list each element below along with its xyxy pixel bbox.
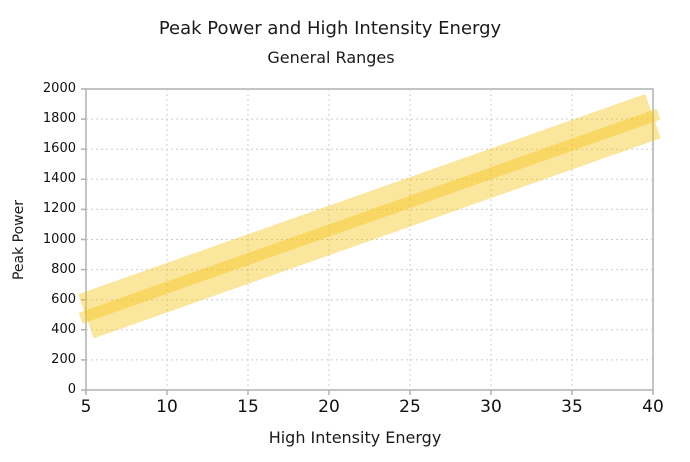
y-tick-label: 1200 <box>42 201 76 217</box>
x-tick-label: 20 <box>318 397 340 417</box>
y-tick-label: 200 <box>51 351 76 367</box>
y-tick-label: 600 <box>51 291 76 307</box>
y-tick-label: 1400 <box>42 171 76 187</box>
x-axis-label: High Intensity Energy <box>268 428 442 447</box>
y-tick-label: 1800 <box>42 111 76 127</box>
y-tick-label: 1000 <box>42 231 76 247</box>
range-band <box>78 94 661 339</box>
x-tick-label: 40 <box>642 397 664 417</box>
y-tick-label: 400 <box>51 321 76 337</box>
x-tick-label: 10 <box>156 397 178 417</box>
y-tick-label: 0 <box>67 382 76 397</box>
center-line <box>78 108 661 324</box>
y-tick-label: 1600 <box>42 141 76 157</box>
y-tick-label: 800 <box>51 261 76 277</box>
x-tick-label: 35 <box>561 397 583 417</box>
x-tick-label: 15 <box>237 397 259 417</box>
chart-title: Peak Power and High Intensity Energy <box>158 18 502 39</box>
x-tick-label: 30 <box>480 397 502 417</box>
chart-subtitle: General Ranges <box>267 48 395 67</box>
y-tick-label: 2000 <box>42 81 76 96</box>
x-tick-label: 25 <box>399 397 421 417</box>
x-tick-label: 5 <box>80 397 92 417</box>
